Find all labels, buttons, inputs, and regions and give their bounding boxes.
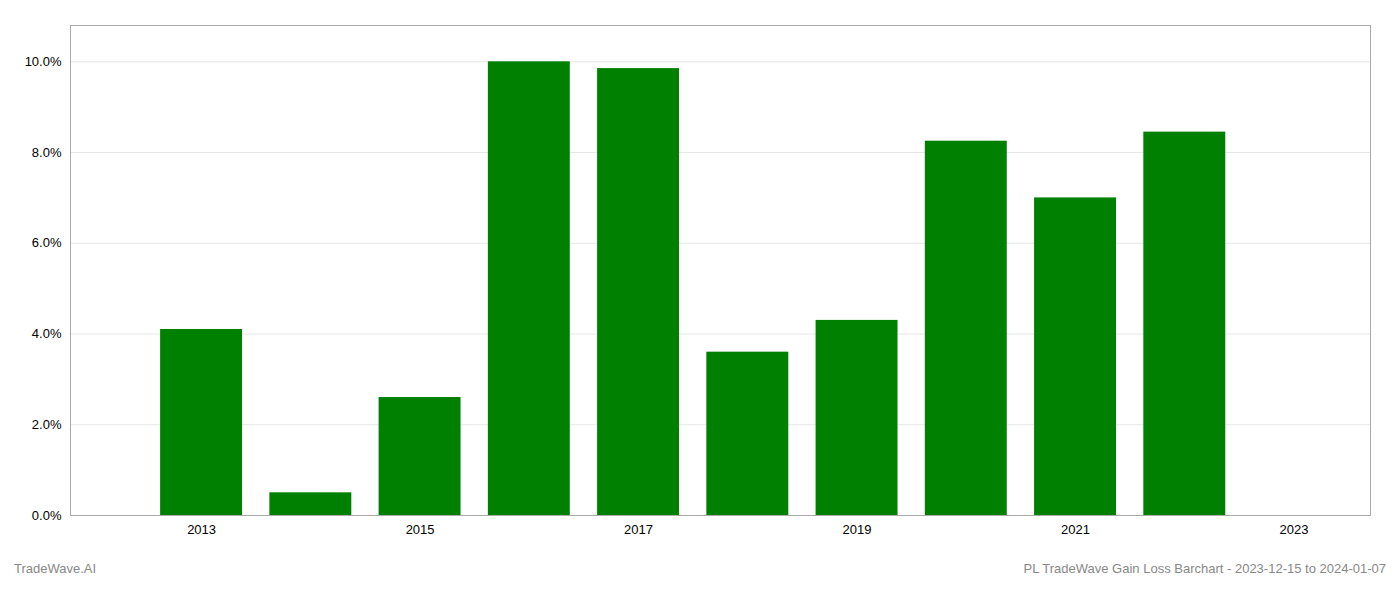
html-text:PL TradeWave Gain Loss Barchar: PL TradeWave Gain Loss Barchart - 2023-1… <box>1023 561 1386 576</box>
svg-text:0.0%: 0.0% <box>32 508 62 523</box>
svg-text:10.0%: 10.0% <box>25 54 62 69</box>
svg-text:2013: 2013 <box>187 522 216 537</box>
svg-text:2.0%: 2.0% <box>32 417 62 432</box>
svg-text:2017: 2017 <box>624 522 653 537</box>
svg-text:6.0%: 6.0% <box>32 235 62 250</box>
svg-text:2023: 2023 <box>1280 522 1309 537</box>
svg-text:2019: 2019 <box>843 522 872 537</box>
svg-text:2015: 2015 <box>406 522 435 537</box>
svg-text:8.0%: 8.0% <box>32 145 62 160</box>
svg-text:2021: 2021 <box>1061 522 1090 537</box>
svg-text:4.0%: 4.0% <box>32 326 62 341</box>
html-text:TradeWave.AI: TradeWave.AI <box>14 561 97 576</box>
